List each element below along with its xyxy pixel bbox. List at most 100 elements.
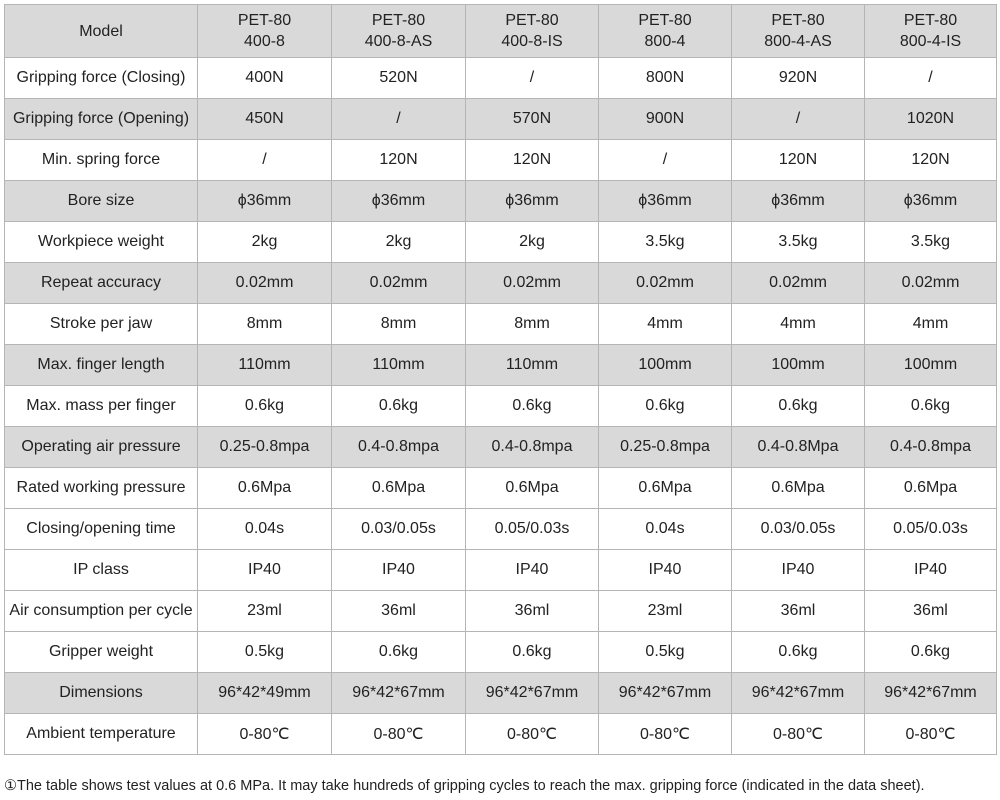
header-line: 800-4-AS <box>764 33 832 50</box>
table-cell: 0-80℃ <box>864 713 997 755</box>
footnote: ①The table shows test values at 0.6 MPa.… <box>4 778 925 794</box>
table-cell: 0.25-0.8mpa <box>598 426 732 468</box>
table-cell: / <box>197 139 332 181</box>
table-cell: / <box>864 57 997 99</box>
row-label: Repeat accuracy <box>4 262 198 304</box>
table-row: Gripping force (Closing) 400N 520N/800N 920… <box>4 57 997 99</box>
table-cell: 96*42*67mm <box>731 672 865 714</box>
header-line: 400-8 <box>244 33 285 50</box>
table-cell: 0.02mm <box>864 262 997 304</box>
header-cell: PET-80 800-4-AS <box>731 4 865 58</box>
header-line: PET-80 <box>371 12 426 29</box>
table-cell: 0.6Mpa <box>864 467 997 509</box>
row-label: Max. mass per finger <box>4 385 198 427</box>
table-cell: 4mm <box>598 303 732 345</box>
table-cell: 120N <box>331 139 466 181</box>
table-cell: 520N <box>331 57 466 99</box>
header-cell: PET-80 400-8-AS <box>331 4 466 58</box>
table-cell: 8mm <box>465 303 599 345</box>
table-cell: 110mm <box>465 344 599 386</box>
table-cell: 23ml <box>598 590 732 632</box>
row-label: Operating air pressure <box>4 426 198 468</box>
table-cell: 0-80℃ <box>598 713 732 755</box>
header-line: PET-80 <box>771 12 825 29</box>
table-cell: 0.6kg <box>598 385 732 427</box>
table-cell: 920N <box>731 57 865 99</box>
row-label: Dimensions <box>4 672 198 714</box>
table-cell: 1020N <box>864 98 997 140</box>
table-cell: 2kg <box>331 221 466 263</box>
table-cell: 110mm <box>197 344 332 386</box>
table-row: Rated working pressure 0.6Mpa 0.6Mpa 0.6Mpa… <box>4 467 997 509</box>
table-cell: 96*42*67mm <box>465 672 599 714</box>
table-cell: 120N <box>465 139 599 181</box>
table-cell: 23ml <box>197 590 332 632</box>
header-line: PET-80 <box>505 12 559 29</box>
table-cell: 0.6kg <box>465 631 599 673</box>
table-cell: 3.5kg <box>598 221 732 263</box>
table-cell: 2kg <box>197 221 332 263</box>
table-row: Bore size ϕ36mm ϕ36mm ϕ36mm ϕ36mm ϕ36mm ϕ36mm <box>4 180 997 222</box>
row-label: Max. finger length <box>4 344 198 386</box>
table-cell: 100mm <box>731 344 865 386</box>
table-cell: 0.6Mpa <box>465 467 599 509</box>
row-label: Air consumption per cycle <box>4 590 198 632</box>
table-cell: 0.5kg <box>598 631 732 673</box>
table-body: Model PET-80 400-8 PET-80 400-8-AS PET-80 400-… <box>4 4 997 755</box>
header-cell: PET-80 800-4-IS <box>864 4 997 58</box>
table-cell: / <box>598 139 732 181</box>
table-cell: 0.02mm <box>465 262 599 304</box>
table-cell: 0.25-0.8mpa <box>197 426 332 468</box>
header-cell: PET-80 400-8-IS <box>465 4 599 58</box>
table-cell: 3.5kg <box>864 221 997 263</box>
table-row: Max. mass per finger 0.6kg 0.6kg 0.6kg 0.6kg… <box>4 385 997 427</box>
table-cell: 96*42*67mm <box>864 672 997 714</box>
table-cell: 120N <box>731 139 865 181</box>
table-cell: 0.04s <box>598 508 732 550</box>
header-line: 800-4-IS <box>899 33 962 50</box>
table-cell: IP40 <box>864 549 997 591</box>
table-cell: IP40 <box>197 549 332 591</box>
spec-table-wrap: Model PET-80 400-8 PET-80 400-8-AS PET-80 400-… <box>4 4 997 755</box>
table-cell: 0.6kg <box>731 385 865 427</box>
table-cell: ϕ36mm <box>731 180 865 222</box>
table-cell: / <box>331 98 466 140</box>
row-label: Closing/opening time <box>4 508 198 550</box>
table-cell: 8mm <box>331 303 466 345</box>
row-label: Bore size <box>4 180 198 222</box>
header-line: 400-8-AS <box>364 33 433 50</box>
table-cell: 36ml <box>331 590 466 632</box>
table-cell: 450N <box>197 98 332 140</box>
table-cell: IP40 <box>331 549 466 591</box>
table-row: Gripper weight 0.5kg 0.6kg 0.6kg 0.5kg 0.6kg 0… <box>4 631 997 673</box>
table-cell: 100mm <box>864 344 997 386</box>
table-cell: 100mm <box>598 344 732 386</box>
header-cell: Model <box>4 4 198 58</box>
header-line: PET-80 <box>237 12 292 29</box>
header-line: 800-4 <box>644 33 686 50</box>
table-cell: ϕ36mm <box>197 180 332 222</box>
table-cell: / <box>465 57 599 99</box>
header-line: 400-8-IS <box>501 33 563 50</box>
table-cell: / <box>731 98 865 140</box>
table-cell: 0.05/0.03s <box>864 508 997 550</box>
table-cell: 0.6kg <box>197 385 332 427</box>
table-cell: 4mm <box>864 303 997 345</box>
table-cell: 0-80℃ <box>197 713 332 755</box>
table-cell: 96*42*67mm <box>598 672 732 714</box>
header-line: PET-80 <box>638 12 692 29</box>
table-cell: IP40 <box>465 549 599 591</box>
table-cell: 0.4-0.8mpa <box>465 426 599 468</box>
table-cell: 0-80℃ <box>331 713 466 755</box>
spec-table: Model PET-80 400-8 PET-80 400-8-AS PET-80 400-… <box>4 4 997 755</box>
table-cell: 0.04s <box>197 508 332 550</box>
table-cell: 570N <box>465 98 599 140</box>
table-cell: 36ml <box>731 590 865 632</box>
table-cell: ϕ36mm <box>598 180 732 222</box>
table-cell: 3.5kg <box>731 221 865 263</box>
table-row: Air consumption per cycle 23ml 36ml 36ml 23m… <box>4 590 997 632</box>
table-cell: 0.02mm <box>331 262 466 304</box>
table-cell: ϕ36mm <box>864 180 997 222</box>
table-row: Closing/opening time 0.04s 0.03/0.05s 0.05/… <box>4 508 997 550</box>
